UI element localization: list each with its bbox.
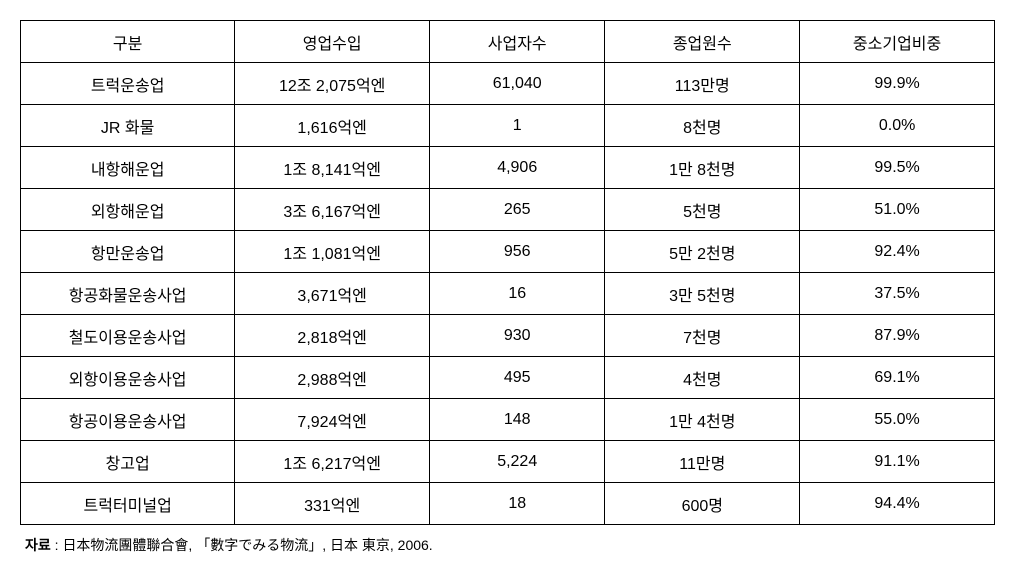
header-category: 구분 <box>21 21 235 63</box>
table-cell: 87.9% <box>800 315 995 357</box>
table-row: 항만운송업1조 1,081억엔9565만 2천명92.4% <box>21 231 995 273</box>
table-cell: 16 <box>430 273 605 315</box>
table-cell: 61,040 <box>430 63 605 105</box>
table-cell: 1조 6,217억엔 <box>235 441 430 483</box>
table-cell: 창고업 <box>21 441 235 483</box>
table-row: 트럭운송업12조 2,075억엔61,040113만명99.9% <box>21 63 995 105</box>
table-cell: 5,224 <box>430 441 605 483</box>
table-cell: 4,906 <box>430 147 605 189</box>
table-cell: 956 <box>430 231 605 273</box>
table-cell: 99.9% <box>800 63 995 105</box>
table-cell: 내항해운업 <box>21 147 235 189</box>
table-cell: 12조 2,075억엔 <box>235 63 430 105</box>
table-cell: 55.0% <box>800 399 995 441</box>
table-cell: 항공화물운송사업 <box>21 273 235 315</box>
table-cell: 7천명 <box>605 315 800 357</box>
table-cell: 11만명 <box>605 441 800 483</box>
table-cell: 331억엔 <box>235 483 430 525</box>
table-row: 철도이용운송사업2,818억엔9307천명87.9% <box>21 315 995 357</box>
source-citation: 자료 : 日本物流團體聯合會, 「數字でみる物流」, 日本 東京, 2006. <box>20 535 995 555</box>
header-employees: 종업원수 <box>605 21 800 63</box>
table-cell: 1,616억엔 <box>235 105 430 147</box>
table-cell: 8천명 <box>605 105 800 147</box>
table-cell: 113만명 <box>605 63 800 105</box>
table-cell: 1만 8천명 <box>605 147 800 189</box>
table-row: JR 화물1,616억엔18천명0.0% <box>21 105 995 147</box>
table-cell: 18 <box>430 483 605 525</box>
source-text: 日本物流團體聯合會, 「數字でみる物流」, 日本 東京, 2006. <box>62 537 432 553</box>
header-businesses: 사업자수 <box>430 21 605 63</box>
header-revenue: 영업수입 <box>235 21 430 63</box>
table-cell: 1만 4천명 <box>605 399 800 441</box>
table-cell: 철도이용운송사업 <box>21 315 235 357</box>
source-separator: : <box>51 537 63 553</box>
table-cell: 600명 <box>605 483 800 525</box>
header-sme-ratio: 중소기업비중 <box>800 21 995 63</box>
table-cell: 7,924억엔 <box>235 399 430 441</box>
table-row: 항공이용운송사업7,924억엔1481만 4천명55.0% <box>21 399 995 441</box>
table-cell: 외항이용운송사업 <box>21 357 235 399</box>
table-cell: 265 <box>430 189 605 231</box>
logistics-data-table: 구분 영업수입 사업자수 종업원수 중소기업비중 트럭운송업12조 2,075억… <box>20 20 995 525</box>
table-cell: 1조 8,141억엔 <box>235 147 430 189</box>
table-row: 외항이용운송사업2,988억엔4954천명69.1% <box>21 357 995 399</box>
table-cell: 3조 6,167억엔 <box>235 189 430 231</box>
logistics-table-container: 구분 영업수입 사업자수 종업원수 중소기업비중 트럭운송업12조 2,075억… <box>20 20 995 525</box>
table-cell: 1 <box>430 105 605 147</box>
table-cell: 항만운송업 <box>21 231 235 273</box>
table-row: 외항해운업3조 6,167억엔2655천명51.0% <box>21 189 995 231</box>
table-cell: 1조 1,081억엔 <box>235 231 430 273</box>
table-cell: 148 <box>430 399 605 441</box>
table-cell: 51.0% <box>800 189 995 231</box>
table-cell: 91.1% <box>800 441 995 483</box>
table-cell: 5천명 <box>605 189 800 231</box>
table-cell: 외항해운업 <box>21 189 235 231</box>
table-cell: 3,671억엔 <box>235 273 430 315</box>
source-label: 자료 <box>25 537 51 553</box>
table-header-row: 구분 영업수입 사업자수 종업원수 중소기업비중 <box>21 21 995 63</box>
table-cell: JR 화물 <box>21 105 235 147</box>
table-cell: 92.4% <box>800 231 995 273</box>
table-cell: 99.5% <box>800 147 995 189</box>
table-cell: 3만 5천명 <box>605 273 800 315</box>
table-cell: 항공이용운송사업 <box>21 399 235 441</box>
table-cell: 930 <box>430 315 605 357</box>
table-row: 내항해운업1조 8,141억엔4,9061만 8천명99.5% <box>21 147 995 189</box>
table-cell: 37.5% <box>800 273 995 315</box>
table-cell: 5만 2천명 <box>605 231 800 273</box>
table-cell: 트럭운송업 <box>21 63 235 105</box>
table-row: 창고업1조 6,217억엔5,22411만명91.1% <box>21 441 995 483</box>
table-body: 트럭운송업12조 2,075억엔61,040113만명99.9%JR 화물1,6… <box>21 63 995 525</box>
table-cell: 69.1% <box>800 357 995 399</box>
table-cell: 2,988억엔 <box>235 357 430 399</box>
table-cell: 495 <box>430 357 605 399</box>
table-cell: 2,818억엔 <box>235 315 430 357</box>
table-row: 항공화물운송사업3,671억엔163만 5천명37.5% <box>21 273 995 315</box>
table-row: 트럭터미널업331억엔18600명94.4% <box>21 483 995 525</box>
table-cell: 트럭터미널업 <box>21 483 235 525</box>
table-cell: 4천명 <box>605 357 800 399</box>
table-cell: 0.0% <box>800 105 995 147</box>
table-cell: 94.4% <box>800 483 995 525</box>
